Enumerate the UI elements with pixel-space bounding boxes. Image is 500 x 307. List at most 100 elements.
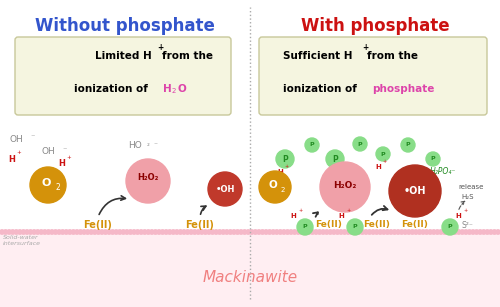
Circle shape bbox=[396, 230, 400, 234]
Text: •OH: •OH bbox=[216, 185, 234, 193]
Text: from the: from the bbox=[367, 51, 418, 61]
Text: P: P bbox=[406, 142, 410, 147]
Circle shape bbox=[39, 230, 44, 234]
FancyArrowPatch shape bbox=[372, 206, 388, 215]
Circle shape bbox=[374, 230, 379, 234]
Circle shape bbox=[89, 230, 94, 234]
Circle shape bbox=[203, 230, 207, 234]
Circle shape bbox=[246, 230, 250, 234]
Circle shape bbox=[25, 230, 29, 234]
Circle shape bbox=[450, 230, 454, 234]
Circle shape bbox=[388, 230, 393, 234]
Text: +: + bbox=[157, 43, 163, 52]
Circle shape bbox=[54, 230, 58, 234]
Circle shape bbox=[221, 230, 226, 234]
Circle shape bbox=[303, 230, 308, 234]
Circle shape bbox=[174, 230, 179, 234]
Circle shape bbox=[110, 230, 115, 234]
Circle shape bbox=[239, 230, 244, 234]
Circle shape bbox=[382, 230, 386, 234]
Text: H₂O₂: H₂O₂ bbox=[334, 181, 356, 189]
Circle shape bbox=[453, 230, 458, 234]
Circle shape bbox=[471, 230, 475, 234]
Circle shape bbox=[114, 230, 118, 234]
Circle shape bbox=[356, 230, 361, 234]
Text: +: + bbox=[334, 164, 338, 169]
Circle shape bbox=[274, 230, 279, 234]
Text: Fe(II): Fe(II) bbox=[84, 220, 112, 230]
Text: P: P bbox=[358, 142, 362, 146]
Circle shape bbox=[50, 230, 54, 234]
Circle shape bbox=[400, 230, 404, 234]
Text: P: P bbox=[282, 154, 288, 164]
Circle shape bbox=[468, 230, 471, 234]
Text: release: release bbox=[458, 184, 483, 190]
Circle shape bbox=[121, 230, 126, 234]
Text: +: + bbox=[362, 43, 368, 52]
Circle shape bbox=[57, 230, 62, 234]
Circle shape bbox=[310, 230, 314, 234]
Circle shape bbox=[353, 137, 367, 151]
Circle shape bbox=[482, 230, 486, 234]
Circle shape bbox=[14, 230, 18, 234]
Circle shape bbox=[78, 230, 82, 234]
Text: Sufficient H: Sufficient H bbox=[283, 51, 352, 61]
Text: ionization of: ionization of bbox=[74, 84, 152, 94]
Text: P: P bbox=[310, 142, 314, 147]
Circle shape bbox=[401, 138, 415, 152]
Text: ⁻: ⁻ bbox=[30, 133, 34, 142]
Circle shape bbox=[126, 159, 170, 203]
Circle shape bbox=[86, 230, 90, 234]
Circle shape bbox=[438, 230, 443, 234]
Circle shape bbox=[282, 230, 286, 234]
Circle shape bbox=[107, 230, 112, 234]
Circle shape bbox=[424, 230, 429, 234]
Circle shape bbox=[421, 230, 426, 234]
Circle shape bbox=[305, 138, 319, 152]
Circle shape bbox=[42, 230, 47, 234]
Circle shape bbox=[139, 230, 143, 234]
FancyArrowPatch shape bbox=[459, 201, 464, 209]
Circle shape bbox=[171, 230, 175, 234]
Circle shape bbox=[214, 230, 218, 234]
Circle shape bbox=[460, 230, 464, 234]
Text: +: + bbox=[66, 155, 71, 160]
Circle shape bbox=[259, 171, 291, 203]
Text: Limited H: Limited H bbox=[94, 51, 152, 61]
Text: H: H bbox=[58, 160, 65, 169]
Circle shape bbox=[371, 230, 376, 234]
Circle shape bbox=[278, 230, 282, 234]
Text: H: H bbox=[375, 164, 381, 170]
Circle shape bbox=[189, 230, 194, 234]
Circle shape bbox=[7, 230, 12, 234]
Circle shape bbox=[218, 230, 222, 234]
Circle shape bbox=[96, 230, 100, 234]
Text: ₂: ₂ bbox=[147, 141, 150, 147]
Text: ⁻: ⁻ bbox=[62, 146, 66, 154]
Text: +: + bbox=[463, 208, 467, 213]
Circle shape bbox=[324, 230, 329, 234]
Circle shape bbox=[376, 147, 390, 161]
Circle shape bbox=[142, 230, 147, 234]
Circle shape bbox=[276, 150, 294, 168]
Circle shape bbox=[36, 230, 40, 234]
Circle shape bbox=[326, 150, 344, 168]
Circle shape bbox=[18, 230, 22, 234]
Text: ⁻: ⁻ bbox=[153, 141, 157, 150]
Circle shape bbox=[136, 230, 140, 234]
Text: H₂S: H₂S bbox=[461, 194, 473, 200]
Circle shape bbox=[403, 230, 407, 234]
FancyBboxPatch shape bbox=[259, 37, 487, 115]
Circle shape bbox=[264, 230, 268, 234]
Text: +: + bbox=[346, 208, 350, 213]
Circle shape bbox=[339, 230, 343, 234]
Text: ionization of: ionization of bbox=[283, 84, 360, 94]
Circle shape bbox=[347, 219, 363, 235]
Text: +: + bbox=[16, 150, 21, 155]
Circle shape bbox=[485, 230, 490, 234]
Text: HO: HO bbox=[128, 141, 142, 150]
Text: +: + bbox=[298, 208, 302, 213]
Circle shape bbox=[21, 230, 25, 234]
Circle shape bbox=[314, 230, 318, 234]
Circle shape bbox=[256, 230, 261, 234]
